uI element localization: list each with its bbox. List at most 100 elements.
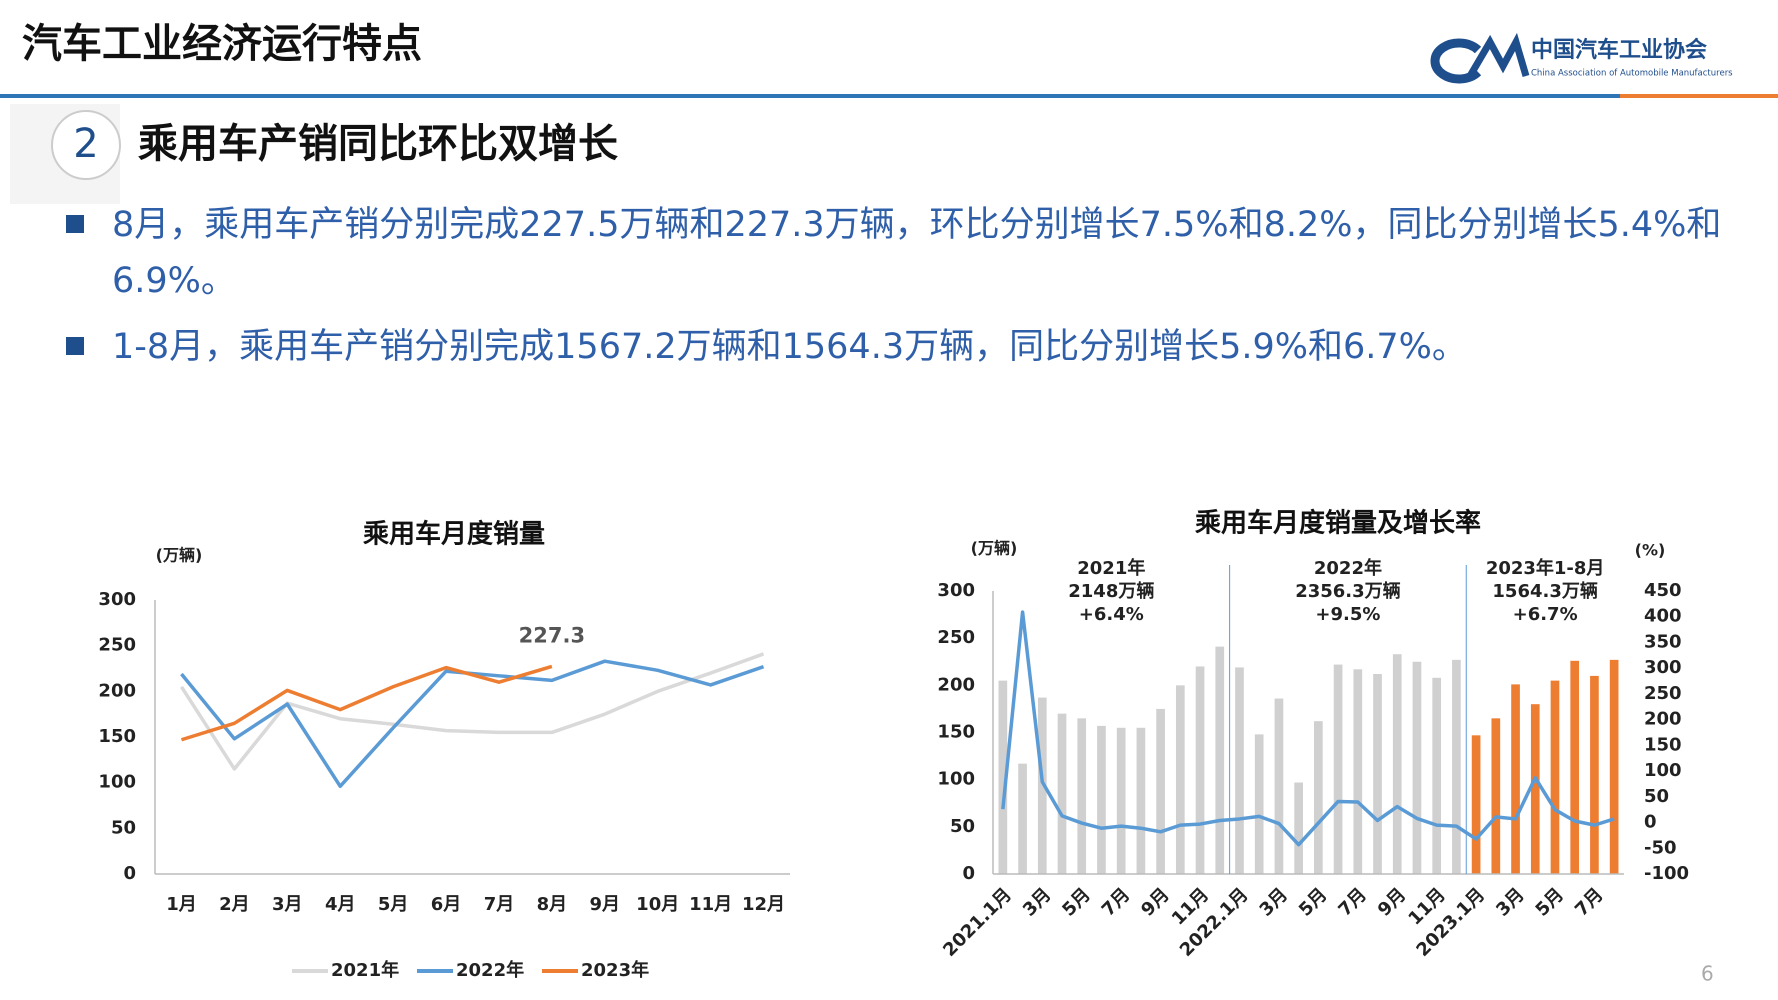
- page-number: 6: [1701, 962, 1714, 986]
- y-tick-label: 250: [98, 635, 136, 656]
- y-tick-label: 0: [123, 863, 136, 884]
- bar: [1294, 782, 1303, 874]
- bar: [1511, 684, 1520, 874]
- y-tick-label: 150: [98, 726, 136, 747]
- bar: [1590, 675, 1599, 874]
- bullet-marker: [66, 337, 84, 355]
- bar: [1018, 763, 1027, 874]
- x-tick-label: 11月: [689, 894, 732, 915]
- y-tick-label: 100: [98, 772, 136, 793]
- y2-tick-label: 100: [1644, 760, 1682, 781]
- y-tick-label: 200: [98, 680, 136, 701]
- annotation: +9.5%: [1315, 604, 1380, 625]
- y2-tick-label: -100: [1644, 863, 1689, 884]
- bar: [1254, 734, 1264, 874]
- annotation: +6.7%: [1513, 604, 1578, 625]
- x-tick-label: 9月: [590, 894, 621, 915]
- line-series: [179, 652, 765, 771]
- y2-tick-label: 450: [1644, 580, 1682, 601]
- y-tick-label: 200: [937, 674, 975, 695]
- bar: [1057, 713, 1067, 874]
- bar: [1116, 727, 1126, 874]
- x-tick-label: 1月: [166, 894, 197, 915]
- annotation: 2021年: [1077, 557, 1145, 579]
- y2-tick-label: 250: [1644, 683, 1682, 704]
- y-tick-label: 50: [950, 816, 975, 837]
- logo-mark: [1430, 38, 1482, 84]
- annotation: 2356.3万辆: [1295, 580, 1400, 602]
- logo-mark: [1466, 32, 1530, 78]
- x-tick-label: 7月: [1098, 884, 1134, 920]
- y-tick-label: 100: [937, 769, 975, 790]
- y-tick-label: 250: [937, 627, 975, 648]
- section-badge: [51, 110, 121, 180]
- y2-tick-label: 50: [1644, 786, 1669, 807]
- x-tick-label: 5月: [1295, 884, 1331, 920]
- bar: [1215, 646, 1225, 874]
- annotation: 1564.3万辆: [1492, 580, 1597, 602]
- header-rule-accent: [1620, 94, 1778, 98]
- legend-label: 2021年: [331, 959, 399, 981]
- x-tick-label: 7月: [1571, 884, 1607, 920]
- bar: [1037, 697, 1047, 874]
- bar: [1432, 677, 1442, 874]
- chart-title: 乘用车月度销量: [362, 519, 545, 550]
- x-tick-label: 5月: [378, 894, 409, 915]
- bar: [1471, 735, 1481, 874]
- x-tick-label: 3月: [272, 894, 303, 915]
- bar: [1097, 725, 1106, 874]
- x-tick-label: 3月: [1019, 884, 1055, 920]
- bar: [1491, 718, 1501, 874]
- bar: [1353, 669, 1363, 874]
- section-title: 乘用车产销同比环比双增长: [138, 121, 618, 167]
- logo-text: 中国汽车工业协会: [1531, 37, 1707, 63]
- y-tick-label: 300: [98, 589, 136, 610]
- x-tick-label: 5月: [1058, 884, 1094, 920]
- y-tick-label: 0: [962, 863, 975, 884]
- y2-axis-label: (%): [1635, 541, 1666, 560]
- x-tick-label: 7月: [1334, 884, 1370, 920]
- bar: [1274, 698, 1284, 874]
- bar: [1077, 718, 1087, 874]
- section-number: 2: [73, 121, 98, 167]
- x-tick-label: 3月: [1256, 884, 1292, 920]
- bar: [1235, 667, 1244, 874]
- y2-tick-label: 400: [1644, 606, 1682, 627]
- bar: [1195, 666, 1205, 874]
- bar: [1333, 664, 1343, 874]
- annotation: 2148万辆: [1068, 580, 1154, 602]
- bar: [1530, 704, 1540, 874]
- bullet-text: 8月，乘用车产销分别完成227.5万辆和227.3万辆，环比分别增长7.5%和8…: [112, 205, 1722, 301]
- y-tick-label: 50: [111, 817, 136, 838]
- x-tick-label: 10月: [636, 894, 679, 915]
- x-tick-label: 5月: [1532, 884, 1568, 920]
- bar: [1412, 661, 1422, 874]
- annotation: 2023年1-8月: [1486, 557, 1605, 579]
- legend-label: 2023年: [581, 959, 649, 981]
- x-tick-label: 8月: [537, 894, 568, 915]
- y2-tick-label: 350: [1644, 631, 1682, 652]
- y2-tick-label: 0: [1644, 812, 1657, 833]
- header-rule: [0, 94, 1620, 98]
- y-tick-label: 300: [937, 580, 975, 601]
- y2-tick-label: -50: [1644, 837, 1677, 858]
- bar: [1452, 659, 1461, 874]
- line-series: [180, 664, 553, 742]
- bar: [1156, 708, 1165, 874]
- y-axis-label: (万辆): [156, 546, 203, 565]
- x-tick-label: 12月: [742, 894, 785, 915]
- y2-tick-label: 300: [1644, 657, 1682, 678]
- bar: [1175, 685, 1185, 874]
- line-series: [1001, 610, 1615, 847]
- x-tick-label: 3月: [1492, 884, 1528, 920]
- bar: [998, 680, 1008, 874]
- x-tick-label: 4月: [325, 894, 356, 915]
- data-label: 227.3: [519, 623, 585, 647]
- bar: [1609, 659, 1619, 874]
- y2-tick-label: 150: [1644, 734, 1682, 755]
- bar: [1570, 660, 1580, 874]
- bar: [1392, 654, 1402, 874]
- annotation: +6.4%: [1079, 604, 1144, 625]
